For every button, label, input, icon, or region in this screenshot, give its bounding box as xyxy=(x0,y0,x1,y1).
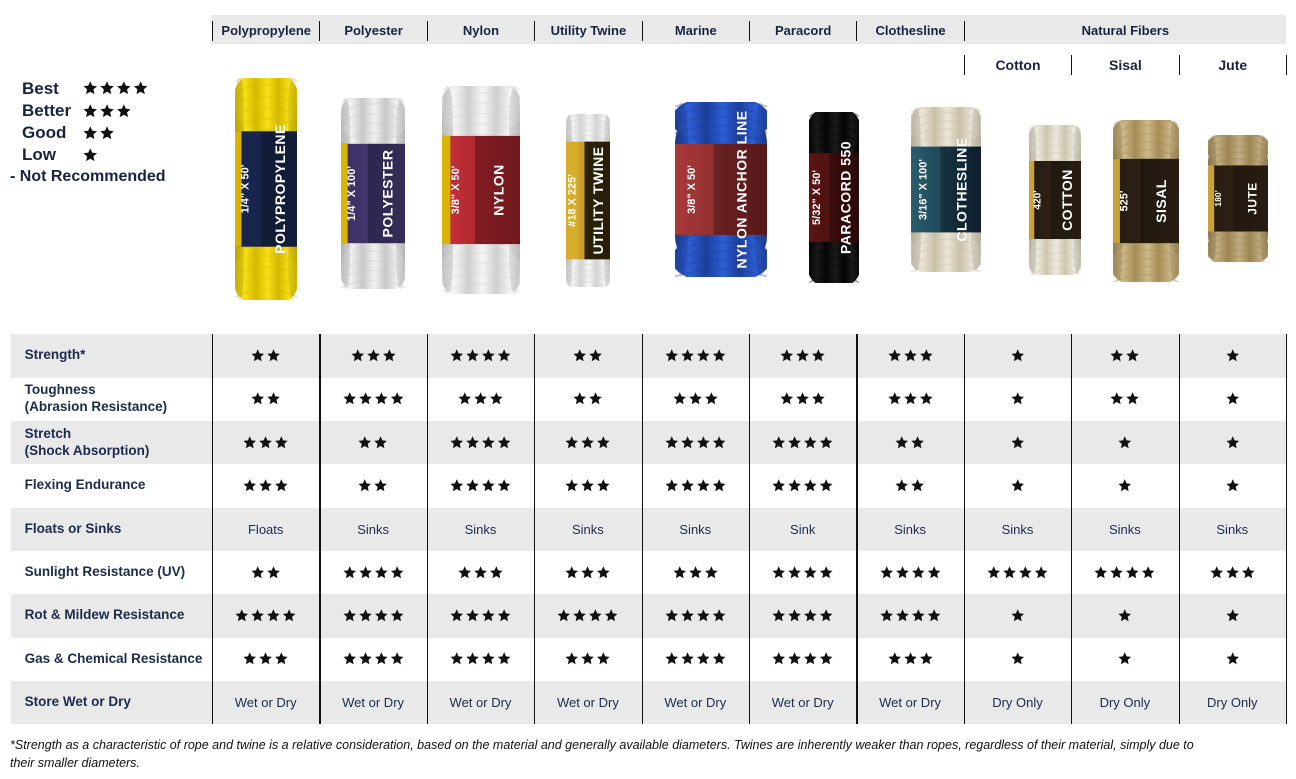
svg-text:COTTON: COTTON xyxy=(1059,169,1075,231)
svg-text:NYLON: NYLON xyxy=(490,164,506,216)
svg-text:PARACORD 550: PARACORD 550 xyxy=(838,141,854,254)
svg-text:180': 180' xyxy=(1213,190,1223,206)
svg-text:3/16" X 100': 3/16" X 100' xyxy=(917,159,929,220)
svg-text:1/4" X 50': 1/4" X 50' xyxy=(240,164,252,213)
svg-text:3/8" X 50': 3/8" X 50' xyxy=(686,165,698,214)
svg-text:525': 525' xyxy=(1119,190,1131,211)
svg-text:5/32" X 50': 5/32" X 50' xyxy=(811,170,823,225)
svg-text:POLYESTER: POLYESTER xyxy=(379,149,395,237)
svg-text:SISAL: SISAL xyxy=(1153,179,1169,223)
svg-text:CLOTHESLINE: CLOTHESLINE xyxy=(954,137,970,241)
svg-text:NYLON ANCHOR LINE: NYLON ANCHOR LINE xyxy=(733,110,749,268)
svg-text:POLYPROPYLENE: POLYPROPYLENE xyxy=(272,124,288,254)
svg-text:#18 X 225': #18 X 225' xyxy=(567,174,579,227)
svg-text:JUTE: JUTE xyxy=(1246,182,1260,214)
svg-text:UTILITY TWINE: UTILITY TWINE xyxy=(590,146,606,254)
svg-text:1/4" X 100': 1/4" X 100' xyxy=(346,166,358,221)
svg-text:3/8" X 50': 3/8" X 50' xyxy=(450,165,462,214)
svg-text:420': 420' xyxy=(1032,190,1043,209)
